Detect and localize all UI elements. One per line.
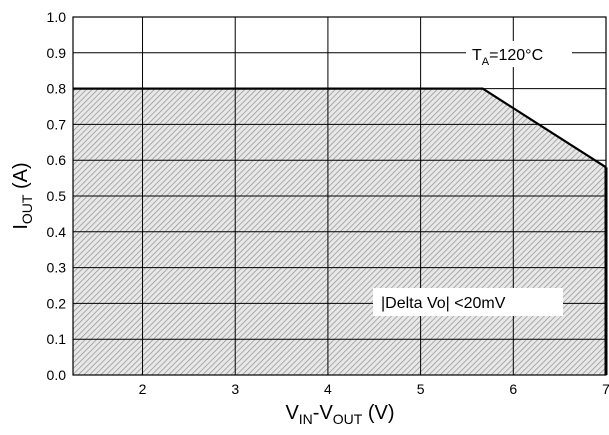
x-axis-title-sub1: IN [299,411,313,427]
x-axis-title-v1: V [285,402,299,424]
x-axis-title-tail: (V) [362,402,394,424]
y-tick-label: 1.0 [47,9,67,25]
x-axis-title-mid: -V [313,402,334,424]
x-tick-label: 4 [324,381,332,397]
temperature-annotation-box [466,41,572,67]
x-axis-title-sub2: OUT [333,411,363,427]
y-tick-label: 0.3 [47,260,67,276]
temperature-value: =120°C [489,47,543,64]
condition-annotation-box [373,288,563,316]
temperature-annotation: TA=120°C [472,47,543,68]
y-axis-title: IOUT (A) [10,162,35,229]
x-tick-label: 3 [231,381,239,397]
x-tick-label: 5 [417,381,425,397]
y-axis-title-sub: OUT [19,194,35,224]
y-tick-label: 0.8 [47,81,67,97]
y-tick-label: 0.7 [47,116,67,132]
y-tick-label: 0.9 [47,45,67,61]
temperature-symbol: T [472,47,482,64]
x-tick-label: 7 [602,381,609,397]
y-tick-label: 0.1 [47,331,67,347]
x-tick-label: 2 [139,381,147,397]
x-tick-label: 6 [509,381,517,397]
x-axis-title: VIN-VOUT (V) [285,402,394,427]
y-tick-label: 0.4 [47,224,67,240]
temperature-subscript: A [482,56,490,68]
current-limit-boundary-line [73,87,607,169]
condition-annotation: |Delta Vo| <20mV [381,295,506,312]
y-axis-title-tail: (A) [10,162,32,194]
y-tick-label: 0.6 [47,152,67,168]
y-tick-label: 0.2 [47,295,67,311]
y-tick-label: 0.0 [47,367,67,383]
y-tick-label: 0.5 [47,188,67,204]
y-axis-title-main: I [10,224,32,230]
plot-frame [72,16,607,376]
